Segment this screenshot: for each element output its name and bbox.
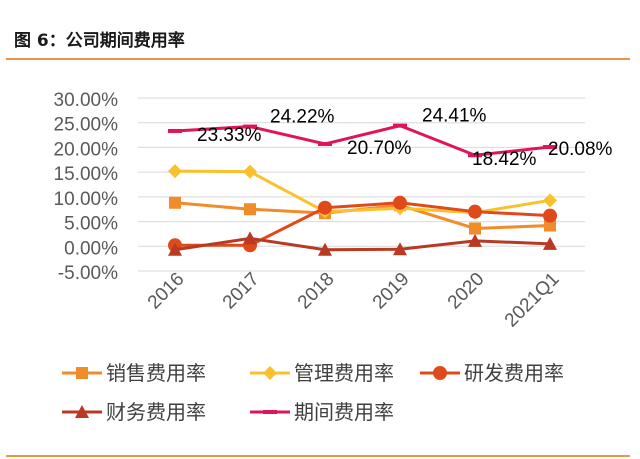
series-3-point (543, 236, 557, 250)
page-title: 图 6：公司期间费用率 (14, 31, 185, 51)
series-4-point (543, 145, 557, 150)
data-label: 20.08% (548, 139, 613, 160)
series-3-point (393, 242, 407, 256)
series-2-point (318, 200, 332, 215)
series-4-point (393, 123, 407, 128)
y-tick-label: -5.00% (58, 263, 118, 284)
series-3-point (243, 231, 257, 245)
series-4-line (174, 124, 551, 157)
series-4-point (243, 124, 257, 129)
bottom-divider (6, 455, 630, 457)
legend-swatch-marker (75, 405, 89, 418)
series-3-point (468, 233, 482, 247)
x-tick-label: 2016 (144, 269, 189, 314)
legend-item: 期间费用率 (250, 401, 394, 424)
legend-swatch-marker (433, 366, 447, 380)
series-2-line (175, 201, 551, 247)
y-tick-label: 15.00% (54, 164, 119, 185)
series-0-point (169, 196, 181, 209)
title-bar: 图 6：公司期间费用率 (0, 0, 640, 58)
series-1-line (174, 169, 551, 215)
legend-label: 研发费用率 (464, 362, 564, 385)
series-3-point (168, 242, 182, 256)
legend-label: 期间费用率 (294, 401, 394, 424)
series-4-point (168, 128, 182, 133)
legend-label: 销售费用率 (106, 362, 206, 385)
series-layer (168, 123, 557, 256)
x-tick-label: 2018 (294, 269, 339, 314)
legend-label: 管理费用率 (294, 362, 394, 385)
y-tick-label: 20.00% (54, 139, 119, 160)
x-tick-label: 2017 (219, 269, 264, 314)
series-3-line (174, 236, 551, 252)
series-1-point (543, 193, 557, 208)
legend-item: 财务费用率 (62, 401, 206, 424)
data-labels: 23.33% 24.22% 20.70% 24.41% 18.42% 20.08% (197, 106, 613, 171)
series-0-point (544, 219, 556, 232)
y-tick-label: 5.00% (64, 214, 118, 235)
x-tick-label: 2019 (369, 269, 414, 314)
series-0-point (469, 222, 481, 235)
x-tick-label: 2020 (444, 269, 489, 314)
data-label: 23.33% (197, 125, 262, 146)
data-label: 24.41% (422, 106, 487, 127)
y-tick-label: 0.00% (64, 238, 118, 259)
data-label: 24.22% (270, 107, 335, 128)
y-axis-tick-labels: -5.00% 0.00% 5.00% 10.00% 15.00% 20.00% 25.00%… (54, 90, 119, 284)
series-4-point (318, 141, 332, 146)
series-2-point (468, 204, 482, 219)
series-1-point (243, 164, 257, 179)
data-label: 18.42% (472, 149, 537, 170)
legend-swatch-marker (76, 367, 88, 379)
series-2-point (543, 208, 557, 223)
y-tick-label: 30.00% (54, 90, 119, 111)
legend-swatch-marker (263, 410, 277, 414)
chart: -5.00% 0.00% 5.00% 10.00% 15.00% 20.00% 25.00%… (54, 90, 613, 424)
series-0-point (244, 203, 256, 216)
top-divider (6, 58, 630, 60)
series-4-point (468, 153, 482, 158)
legend-item: 销售费用率 (62, 362, 206, 385)
legend-swatch-marker (263, 366, 277, 380)
y-tick-label: 25.00% (54, 115, 119, 136)
series-2-point (393, 195, 407, 210)
y-tick-label: 10.00% (54, 189, 119, 210)
data-label: 20.70% (347, 138, 412, 159)
x-tick-label: 2021Q1 (501, 269, 564, 332)
legend-item: 研发费用率 (420, 362, 564, 385)
legend-label: 财务费用率 (106, 401, 206, 424)
x-axis-tick-labels: 2016 2017 2018 2019 2020 2021Q1 (144, 269, 564, 332)
series-1-point (168, 164, 182, 179)
series-3-point (318, 242, 332, 256)
legend-item: 管理费用率 (250, 362, 394, 385)
